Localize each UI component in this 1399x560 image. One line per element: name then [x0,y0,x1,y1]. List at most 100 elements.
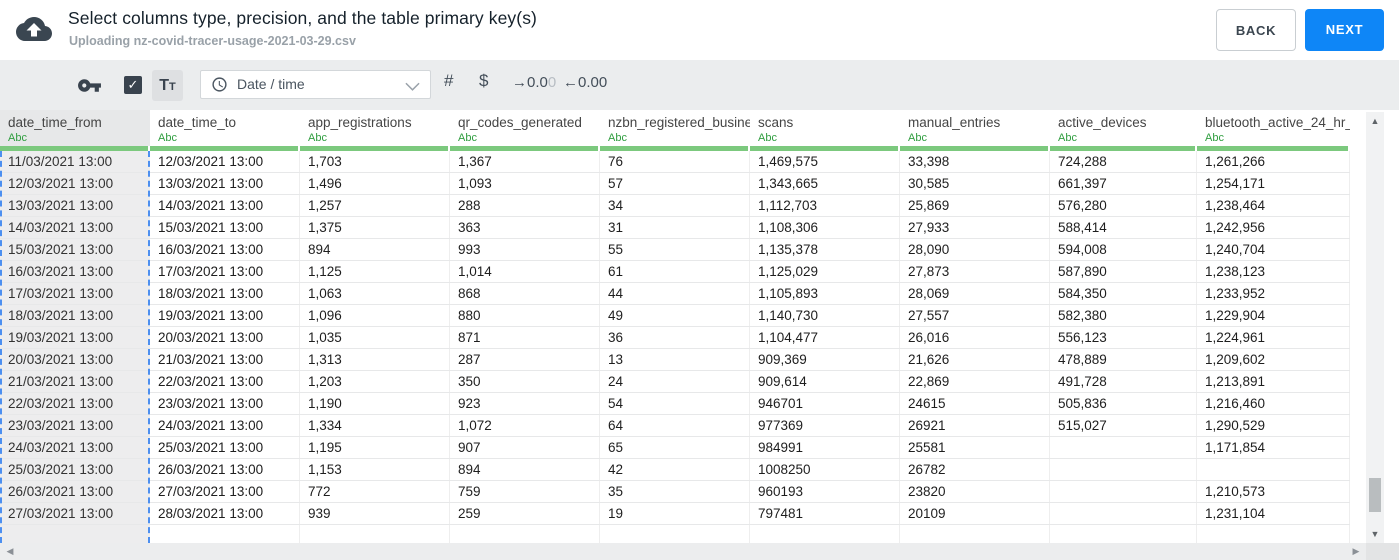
table-cell[interactable]: 15/03/2021 13:00 [150,217,300,238]
table-cell[interactable]: 19/03/2021 13:00 [150,305,300,326]
vertical-scrollbar[interactable]: ▲ ▼ [1366,112,1384,543]
table-cell[interactable] [0,525,150,543]
table-cell[interactable]: 1,135,378 [750,239,900,260]
table-cell[interactable]: 1,257 [300,195,450,216]
table-cell[interactable]: 1,703 [300,151,450,172]
table-cell[interactable]: 65 [600,437,750,458]
currency-type-button[interactable]: $ [479,71,489,90]
table-cell[interactable]: 1,343,665 [750,173,900,194]
table-cell[interactable]: 880 [450,305,600,326]
table-cell[interactable]: 1,112,703 [750,195,900,216]
column-header-manual_entries[interactable]: manual_entries Abc [900,110,1050,146]
table-cell[interactable]: 1,125,029 [750,261,900,282]
table-cell[interactable]: 724,288 [1050,151,1197,172]
table-cell[interactable]: 28,090 [900,239,1050,260]
table-cell[interactable]: 556,123 [1050,327,1197,348]
table-cell[interactable]: 33,398 [900,151,1050,172]
table-cell[interactable]: 26782 [900,459,1050,480]
table-cell[interactable]: 350 [450,371,600,392]
table-cell[interactable]: 1,104,477 [750,327,900,348]
table-cell[interactable]: 259 [450,503,600,524]
table-cell[interactable]: 35 [600,481,750,502]
table-cell[interactable]: 27,557 [900,305,1050,326]
table-cell[interactable]: 1,231,104 [1197,503,1350,524]
table-cell[interactable]: 1,334 [300,415,450,436]
column-header-qr_codes_generated[interactable]: qr_codes_generated Abc [450,110,600,146]
table-cell[interactable]: 25/03/2021 13:00 [150,437,300,458]
table-cell[interactable]: 18/03/2021 13:00 [150,283,300,304]
table-cell[interactable]: 584,350 [1050,283,1197,304]
vertical-scrollbar-thumb[interactable] [1369,478,1381,512]
table-cell[interactable]: 894 [450,459,600,480]
table-cell[interactable]: 478,889 [1050,349,1197,370]
table-cell[interactable]: 1,209,602 [1197,349,1350,370]
table-cell[interactable]: 17/03/2021 13:00 [0,283,150,304]
table-cell[interactable]: 288 [450,195,600,216]
table-cell[interactable]: 587,890 [1050,261,1197,282]
table-cell[interactable]: 1,216,460 [1197,393,1350,414]
table-cell[interactable]: 54 [600,393,750,414]
table-cell[interactable] [150,525,300,543]
table-cell[interactable]: 26/03/2021 13:00 [0,481,150,502]
horizontal-scrollbar[interactable]: ◀ ▶ [0,543,1366,560]
column-include-checkbox[interactable]: ✓ [124,76,142,94]
table-cell[interactable]: 26/03/2021 13:00 [150,459,300,480]
table-cell[interactable]: 1,229,904 [1197,305,1350,326]
table-cell[interactable]: 11/03/2021 13:00 [0,151,150,172]
table-cell[interactable] [450,525,600,543]
table-cell[interactable]: 1,035 [300,327,450,348]
table-cell[interactable]: 576,280 [1050,195,1197,216]
table-cell[interactable]: 491,728 [1050,371,1197,392]
table-cell[interactable]: 907 [450,437,600,458]
table-cell[interactable]: 1,233,952 [1197,283,1350,304]
table-cell[interactable]: 960193 [750,481,900,502]
table-cell[interactable]: 23/03/2021 13:00 [150,393,300,414]
table-cell[interactable]: 1,367 [450,151,600,172]
table-cell[interactable]: 20/03/2021 13:00 [150,327,300,348]
table-cell[interactable]: 13/03/2021 13:00 [150,173,300,194]
next-button[interactable]: NEXT [1305,9,1384,51]
table-cell[interactable]: 42 [600,459,750,480]
table-cell[interactable]: 31 [600,217,750,238]
column-header-app_registrations[interactable]: app_registrations Abc [300,110,450,146]
table-cell[interactable]: 13 [600,349,750,370]
table-cell[interactable]: 993 [450,239,600,260]
table-cell[interactable]: 49 [600,305,750,326]
table-cell[interactable]: 17/03/2021 13:00 [150,261,300,282]
table-cell[interactable]: 23820 [900,481,1050,502]
table-cell[interactable]: 19 [600,503,750,524]
column-header-bluetooth_active_24_hr_[interactable]: bluetooth_active_24_hr_ Abc [1197,110,1350,146]
back-button[interactable]: BACK [1216,9,1296,51]
scroll-up-arrow[interactable]: ▲ [1370,116,1380,126]
table-cell[interactable] [1050,437,1197,458]
scroll-down-arrow[interactable]: ▼ [1370,529,1380,539]
table-cell[interactable]: 24615 [900,393,1050,414]
table-cell[interactable] [600,525,750,543]
table-cell[interactable]: 582,380 [1050,305,1197,326]
table-cell[interactable]: 27,933 [900,217,1050,238]
text-type-button[interactable]: Tt [152,70,183,101]
table-cell[interactable]: 61 [600,261,750,282]
table-cell[interactable]: 1,125 [300,261,450,282]
table-cell[interactable]: 28/03/2021 13:00 [150,503,300,524]
table-cell[interactable]: 44 [600,283,750,304]
table-cell[interactable]: 939 [300,503,450,524]
table-cell[interactable]: 1,153 [300,459,450,480]
table-cell[interactable]: 23/03/2021 13:00 [0,415,150,436]
table-cell[interactable]: 287 [450,349,600,370]
table-cell[interactable]: 1,072 [450,415,600,436]
table-cell[interactable]: 759 [450,481,600,502]
table-cell[interactable]: 27/03/2021 13:00 [150,481,300,502]
table-cell[interactable]: 797481 [750,503,900,524]
table-cell[interactable]: 20109 [900,503,1050,524]
increase-decimals-button[interactable]: →0.00 [512,74,556,91]
table-cell[interactable]: 588,414 [1050,217,1197,238]
table-cell[interactable]: 977369 [750,415,900,436]
table-cell[interactable]: 594,008 [1050,239,1197,260]
table-cell[interactable]: 22/03/2021 13:00 [0,393,150,414]
table-cell[interactable]: 24/03/2021 13:00 [150,415,300,436]
table-cell[interactable]: 1,242,956 [1197,217,1350,238]
table-cell[interactable]: 1,096 [300,305,450,326]
table-cell[interactable]: 57 [600,173,750,194]
table-cell[interactable]: 25581 [900,437,1050,458]
